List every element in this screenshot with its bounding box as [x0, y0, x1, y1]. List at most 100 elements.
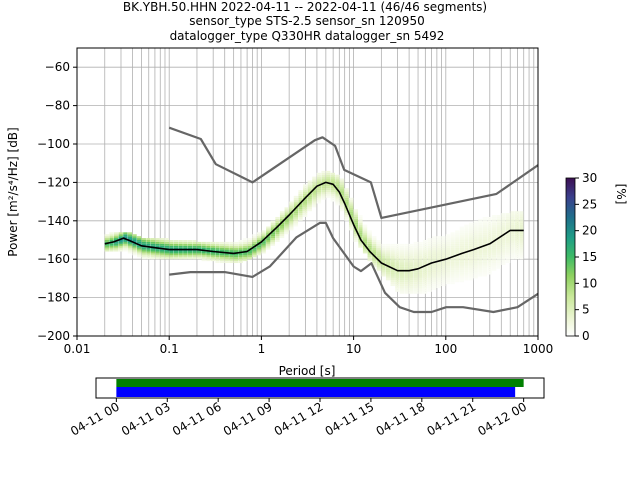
density-cell — [330, 180, 335, 183]
density-cell — [353, 230, 359, 233]
density-cell — [436, 264, 441, 267]
density-cell — [118, 240, 123, 242]
density-cell — [238, 253, 243, 256]
density-cell — [468, 274, 474, 277]
density-cell — [127, 249, 133, 252]
density-cell — [491, 247, 497, 250]
density-cell — [187, 245, 193, 248]
density-cell — [390, 278, 395, 281]
density-cell — [381, 251, 386, 254]
density-cell — [160, 240, 165, 242]
density-cell — [132, 243, 137, 246]
density-cell — [510, 222, 515, 225]
density-cell — [316, 180, 322, 183]
colorbar-label: [%] — [614, 184, 628, 205]
density-cell — [293, 195, 299, 198]
density-cell — [381, 272, 386, 275]
density-cell — [482, 251, 488, 254]
density-cell — [395, 251, 400, 254]
density-cell — [432, 245, 437, 248]
density-cell — [362, 251, 368, 254]
timeline-bar-green — [116, 379, 524, 387]
density-cell — [409, 245, 414, 248]
density-cell — [418, 289, 423, 292]
density-cell — [339, 192, 345, 194]
density-cell — [339, 207, 345, 210]
density-cell — [238, 243, 243, 246]
density-cell — [464, 245, 469, 248]
density-cell — [450, 274, 455, 277]
density-cell — [187, 257, 193, 260]
density-cell — [155, 251, 160, 254]
density-cell — [491, 243, 497, 246]
density-cell — [326, 180, 331, 183]
density-cell — [422, 278, 428, 281]
density-cell — [339, 188, 345, 191]
density-cell — [302, 203, 308, 206]
density-cell — [298, 211, 303, 214]
density-cell — [487, 232, 492, 235]
density-cell — [335, 176, 340, 179]
density-cell — [505, 261, 511, 264]
density-cell — [473, 224, 478, 227]
density-cell — [372, 240, 377, 242]
density-cell — [505, 243, 511, 246]
density-cell — [422, 288, 428, 290]
density-cell — [404, 264, 409, 267]
density-cell — [293, 218, 299, 221]
density-cell — [270, 222, 276, 225]
density-cell — [316, 174, 322, 177]
density-cell — [275, 240, 280, 242]
density-cell — [510, 243, 515, 246]
density-cell — [399, 286, 405, 288]
density-cell — [146, 249, 151, 252]
density-cell — [464, 247, 469, 250]
density-cell — [155, 243, 160, 246]
density-cell — [515, 243, 520, 246]
density-cell — [445, 282, 451, 285]
density-cell — [196, 251, 202, 254]
density-cell — [464, 274, 469, 277]
density-cell — [349, 201, 354, 204]
density-cell — [252, 253, 257, 256]
density-cell — [173, 243, 179, 246]
density-cell — [270, 241, 276, 244]
density-cell — [316, 201, 322, 204]
density-cell — [390, 253, 395, 256]
density-cell — [224, 241, 229, 244]
density-cell — [201, 241, 206, 244]
density-cell — [459, 263, 465, 265]
density-cell — [427, 266, 432, 269]
density-cell — [445, 278, 451, 281]
density-cell — [353, 232, 359, 235]
density-cell — [422, 270, 428, 273]
density-cell — [418, 245, 423, 248]
density-cell — [422, 268, 428, 271]
density-cell — [441, 278, 446, 281]
density-cell — [353, 209, 359, 212]
density-cell — [432, 288, 437, 290]
density-cell — [256, 247, 262, 250]
density-cell — [210, 247, 216, 250]
density-cell — [362, 240, 368, 242]
density-cell — [436, 284, 441, 287]
density-cell — [441, 247, 446, 250]
density-cell — [238, 261, 243, 264]
density-cell — [146, 257, 151, 260]
density-cell — [432, 286, 437, 288]
density-cell — [399, 278, 405, 281]
density-cell — [515, 222, 520, 225]
density-cell — [132, 240, 137, 242]
density-cell — [113, 245, 119, 248]
density-cell — [390, 270, 395, 273]
density-cell — [478, 238, 483, 240]
density-cell — [491, 230, 497, 233]
density-cell — [376, 255, 382, 258]
density-cell — [515, 218, 520, 221]
density-cell — [127, 247, 133, 250]
density-cell — [464, 263, 469, 265]
x-tick-label: 1000 — [523, 342, 554, 356]
density-cell — [399, 245, 405, 248]
density-cell — [418, 282, 423, 285]
